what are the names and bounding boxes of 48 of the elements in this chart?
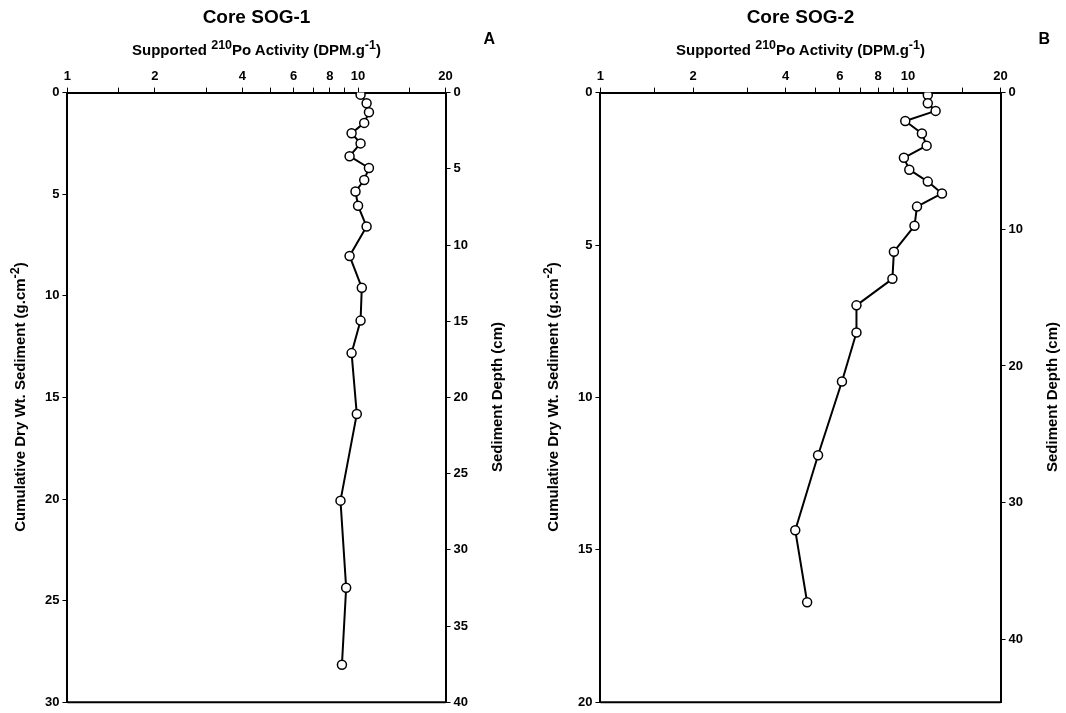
chart-title: Core SOG-2: [746, 6, 855, 28]
text: A: [483, 30, 496, 48]
y2-tick-label: 25: [453, 465, 469, 481]
x-tick-label: 1: [63, 68, 72, 84]
y2-tick-label: 0: [453, 84, 461, 100]
x-axis-title: Supported $^{210}$Po Activity (DPM.g$^{-1}$): [132, 38, 381, 58]
x-tick-label: 20: [438, 68, 453, 84]
y2-tick-label: 40: [1008, 630, 1024, 646]
y2-tick-label: 5: [453, 160, 461, 176]
y-tick-label: 10: [577, 388, 593, 404]
y-tick-label: 15: [44, 388, 60, 404]
y2-tick-label: 10: [1008, 220, 1024, 236]
x-tick-label: 8: [326, 68, 334, 84]
x-tick-label: 4: [781, 68, 790, 84]
y-tick-label: 10: [44, 287, 60, 303]
y-tick-label: 5: [585, 236, 593, 252]
y2-axis-title: Sediment Depth (cm): [1042, 322, 1060, 473]
y2-tick-label: 35: [453, 617, 469, 633]
y2-tick-label: 30: [1008, 494, 1024, 510]
y-tick-label: 20: [577, 693, 593, 709]
y-tick-label: 0: [52, 84, 60, 100]
y2-tick-label: 30: [453, 541, 469, 557]
y2-tick-label: 40: [453, 693, 469, 709]
y-tick-label: 0: [585, 84, 593, 100]
y-tick-label: 5: [52, 185, 60, 201]
y2-tick-label: 10: [453, 236, 469, 252]
chart-title: Core SOG-1: [202, 6, 311, 28]
text: B: [1038, 30, 1051, 48]
x-tick-label: 10: [350, 68, 366, 84]
x-tick-label: 10: [900, 68, 916, 84]
y-tick-label: 25: [44, 592, 60, 608]
x-tick-label: 6: [836, 68, 844, 84]
x-axis-title: Supported $^{210}$Po Activity (DPM.g$^{-1}$): [676, 38, 925, 58]
y-tick-label: 15: [577, 541, 593, 557]
x-tick-label: 20: [993, 68, 1008, 84]
y2-tick-label: 20: [1008, 357, 1024, 373]
x-tick-label: 2: [151, 68, 159, 84]
y-tick-label: 30: [44, 693, 60, 709]
y2-tick-label: 0: [1008, 84, 1016, 100]
x-tick-label: 1: [596, 68, 605, 84]
y2-tick-label: 15: [453, 312, 469, 328]
x-tick-label: 2: [689, 68, 697, 84]
y-tick-label: 20: [44, 490, 60, 506]
y2-tick-label: 20: [453, 388, 469, 404]
x-tick-label: 8: [874, 68, 882, 84]
x-tick-label: 6: [289, 68, 298, 84]
y2-axis-title: Sediment Depth (cm): [487, 322, 505, 473]
x-tick-label: 4: [238, 68, 247, 84]
